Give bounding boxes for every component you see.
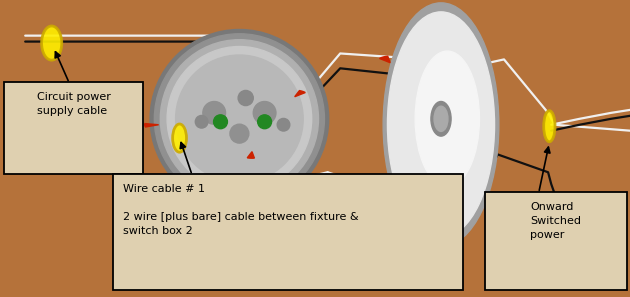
Wedge shape (379, 56, 390, 63)
Ellipse shape (383, 3, 499, 247)
Ellipse shape (42, 26, 62, 60)
Text: Circuit power
supply cable: Circuit power supply cable (37, 92, 111, 116)
Text: Wire cable # 1

2 wire [plus bare] cable between fixture &
switch box 2: Wire cable # 1 2 wire [plus bare] cable … (123, 184, 358, 236)
Ellipse shape (277, 119, 290, 131)
Ellipse shape (195, 116, 208, 128)
Ellipse shape (160, 40, 319, 198)
Ellipse shape (173, 124, 186, 152)
FancyBboxPatch shape (4, 82, 143, 174)
Ellipse shape (387, 12, 495, 238)
Text: Onward
Switched
power: Onward Switched power (530, 202, 581, 240)
Wedge shape (247, 152, 255, 158)
Ellipse shape (176, 55, 303, 183)
Ellipse shape (253, 102, 276, 124)
Ellipse shape (415, 51, 479, 187)
FancyBboxPatch shape (113, 174, 463, 290)
Ellipse shape (230, 124, 249, 143)
Ellipse shape (238, 91, 253, 105)
FancyBboxPatch shape (485, 192, 627, 290)
Wedge shape (377, 181, 390, 187)
Wedge shape (145, 124, 159, 127)
Ellipse shape (258, 115, 272, 129)
Ellipse shape (150, 29, 329, 208)
Ellipse shape (434, 106, 448, 131)
Ellipse shape (214, 115, 227, 129)
Ellipse shape (431, 102, 451, 136)
Ellipse shape (167, 47, 312, 191)
Ellipse shape (203, 102, 226, 124)
Ellipse shape (544, 111, 555, 142)
Wedge shape (295, 91, 306, 97)
Ellipse shape (154, 34, 324, 204)
